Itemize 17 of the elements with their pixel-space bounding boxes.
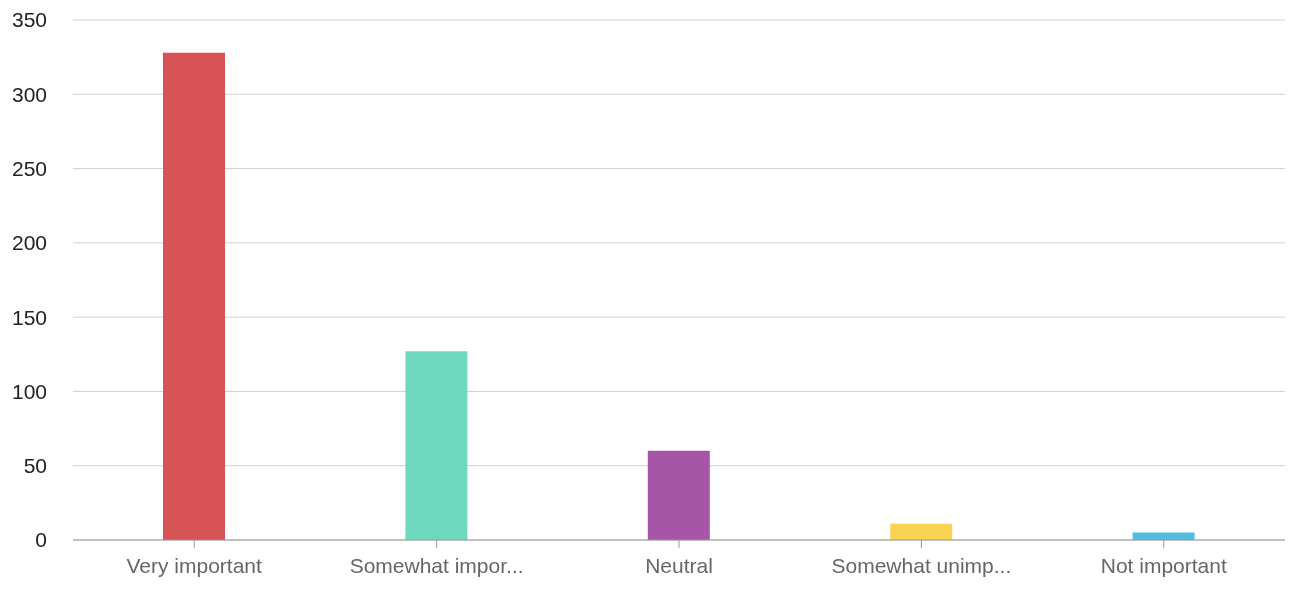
y-tick-label: 100: [11, 379, 47, 403]
bar: [163, 52, 225, 540]
bar: [647, 450, 710, 540]
x-tick-label: Not important: [1100, 553, 1227, 577]
bar: [890, 523, 953, 540]
x-tick-label: Somewhat impor...: [349, 553, 524, 577]
x-tick-label: Very important: [126, 553, 263, 577]
y-tick-label: 0: [35, 528, 47, 552]
y-tick-label: 350: [11, 8, 47, 32]
y-tick-label: 300: [11, 82, 47, 106]
y-tick-label: 250: [11, 157, 47, 181]
x-tick-label: Somewhat unimp...: [831, 553, 1012, 577]
y-tick-label: 50: [23, 454, 47, 478]
bar: [405, 351, 468, 540]
y-tick-label: 150: [11, 305, 47, 329]
x-tick-label: Neutral: [645, 553, 713, 577]
y-tick-label: 200: [11, 231, 47, 255]
